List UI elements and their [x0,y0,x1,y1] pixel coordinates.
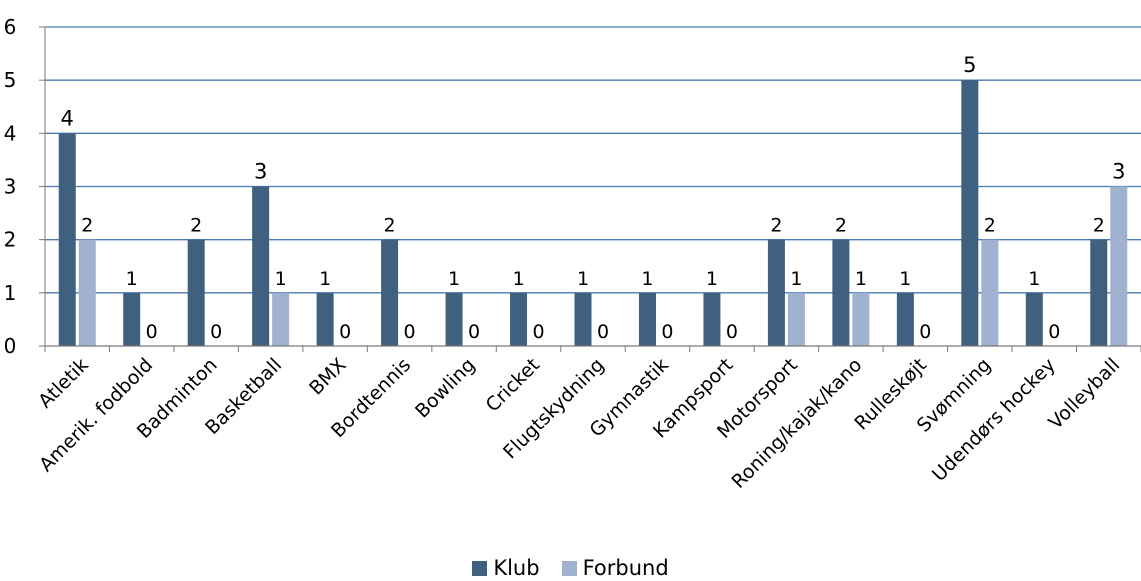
legend-item-klub: Klub [472,556,540,580]
data-label: 5 [963,53,976,77]
data-label: 0 [532,321,544,343]
y-axis: 0 1 2 3 4 5 6 [4,15,46,358]
data-label: 2 [835,215,847,237]
bar-klub [1025,292,1043,346]
legend-swatch-forbund [561,560,577,576]
data-label: 0 [404,321,416,343]
bar-klub [58,133,76,346]
data-label: 1 [319,268,331,290]
bar-klub [574,292,592,346]
data-label: 0 [597,321,609,343]
bar-klub [767,239,785,346]
data-label: 2 [770,215,782,237]
data-label: 0 [210,321,222,343]
data-label: 1 [1028,268,1040,290]
bar-forbund [78,239,96,346]
data-label: 1 [275,268,287,290]
x-tick-label: Volleyball [1044,354,1124,434]
data-label: 1 [512,268,524,290]
x-tick-label: Cricket [482,354,544,416]
legend-item-forbund: Forbund [561,556,669,580]
y-tick-label: 2 [4,228,17,252]
data-label: 1 [899,268,911,290]
x-tick-label: Amerik. fodbold [35,354,157,476]
bar-klub [381,239,399,346]
data-label: 0 [661,321,673,343]
bars [58,80,1128,347]
data-label: 3 [1112,160,1125,184]
legend-label-forbund: Forbund [582,556,669,580]
data-label: 0 [146,321,158,343]
data-label: 0 [919,321,931,343]
data-label: 0 [339,321,351,343]
x-tick-label: BMX [305,354,351,400]
data-label: 2 [190,215,202,237]
legend: Klub Forbund [0,556,1141,580]
data-label: 3 [254,160,267,184]
bar-klub [510,292,528,346]
y-tick-label: 3 [4,175,17,199]
data-labels: 4 2 1 0 2 0 3 1 1 0 2 0 1 0 1 0 1 0 1 0 1 0 2 1 2 1 1 0 5 2 1 0 2 3 [61,53,1126,343]
data-label: 0 [1048,321,1060,343]
data-label: 1 [706,268,718,290]
data-label: 2 [1093,215,1105,237]
bar-klub [445,292,463,346]
bar-klub [896,292,914,346]
bar-klub [638,292,656,346]
x-tick-label: Bowling [411,354,479,422]
legend-label-klub: Klub [493,556,540,580]
data-label: 1 [641,268,653,290]
bar-klub [252,186,270,346]
bar-klub [961,80,979,347]
data-label: 2 [984,215,996,237]
bar-forbund [852,292,870,346]
bar-klub [832,239,850,346]
x-tick-label: Atletik [34,354,93,413]
bar-klub [316,292,334,346]
bar-klub [123,292,141,346]
y-tick-label: 5 [4,68,17,92]
bar-forbund [1110,186,1128,346]
legend-swatch-klub [472,560,488,576]
data-label: 4 [61,106,74,130]
data-label: 0 [726,321,738,343]
y-tick-label: 1 [4,281,17,305]
data-label: 1 [577,268,589,290]
data-label: 0 [468,321,480,343]
x-tick-label: Udendørs hockey [928,354,1060,486]
bar-forbund [981,239,999,346]
y-tick-label: 4 [4,121,17,145]
y-tick-label: 6 [4,15,17,39]
bar-klub [1090,239,1108,346]
bar-forbund [272,292,290,346]
data-label: 1 [790,268,802,290]
data-label: 2 [81,215,93,237]
data-label: 1 [855,268,867,290]
bar-klub [703,292,721,346]
bar-forbund [787,292,805,346]
bar-klub [187,239,205,346]
data-label: 2 [384,215,396,237]
x-tick-label: Roning/kajak/kano [728,354,867,493]
data-label: 1 [448,268,460,290]
gridlines [45,26,1141,294]
data-label: 1 [126,268,138,290]
y-tick-label: 0 [4,334,17,358]
